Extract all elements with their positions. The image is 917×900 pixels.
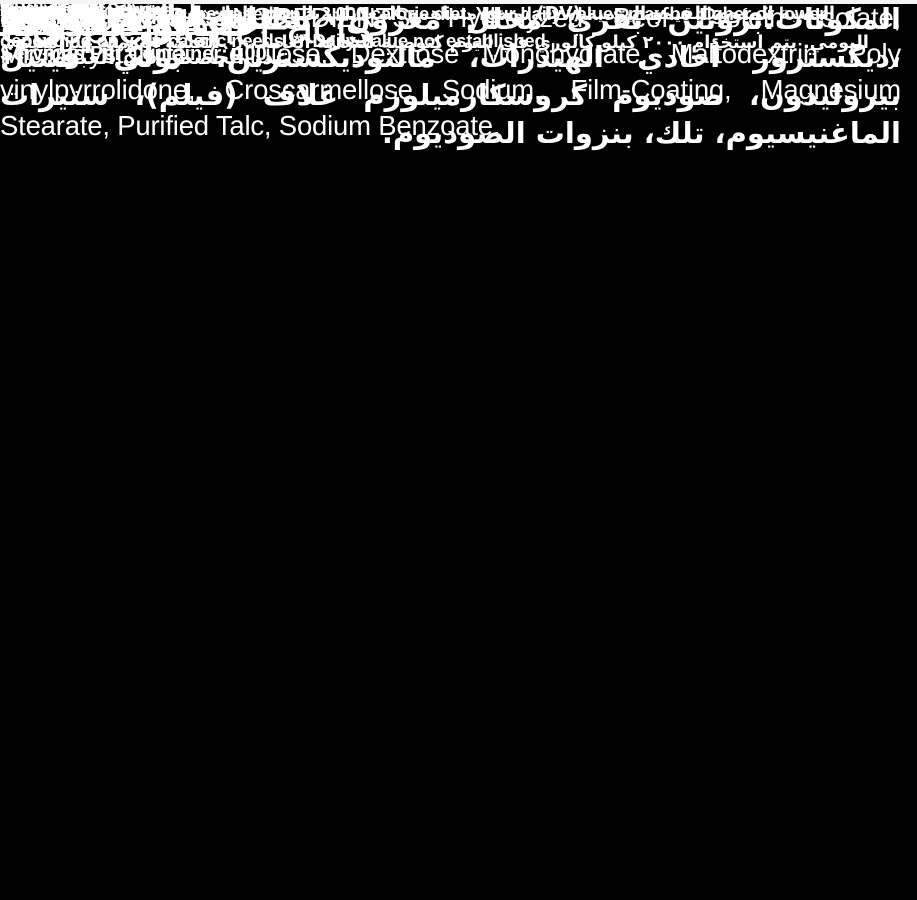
ingredients-paragraph-ar: المكونات:بروتين بقري محلل معزول، سليلوز … bbox=[0, 2, 901, 150]
ingredients-heading: INGREDIENTS: bbox=[0, 2, 195, 33]
table-row-calories: Calories (Kcal) طــاقة (كيلو كالوري) 15 … bbox=[0, 0, 917, 34]
nutrient-name-ar: صوديوم bbox=[0, 0, 77, 24]
nutrient-amount-en: 15mg bbox=[47, 0, 100, 23]
ingredients-paragraph-en: INGREDIENTS: INGREDIENTS: Hydrolyzed Bee… bbox=[0, 0, 901, 144]
servings-per-container-en: Servings Per Container: 100 bbox=[0, 43, 267, 65]
page-title-arabic: حقائق تغذوية bbox=[0, 0, 263, 46]
ingredients-list-en: INGREDIENTS: Hydrolyzed Beef Protein Iso… bbox=[0, 2, 901, 141]
servings-per-container-ar: عدد الحصص في العبوة: ١٠٠ bbox=[0, 45, 289, 69]
column-header-daily-value: %Daily Value* *القيمة اليومية٪ bbox=[0, 0, 105, 33]
nutrient-name-ar: طــاقة (كيلو كالوري) bbox=[0, 0, 207, 24]
nutrient-amount-ar: ١٥ bbox=[0, 3, 20, 22]
serving-size-en: Serving Size: 3 Tablets bbox=[0, 7, 217, 29]
nutrient-name-en: Sodium bbox=[0, 0, 72, 23]
daily-value-header-en: %Daily Value* bbox=[0, 0, 105, 17]
table-row-protein: Protein بروتين 3g ٣ جم 6% bbox=[0, 0, 917, 34]
nutrient-amount-en: 3g bbox=[76, 0, 100, 23]
table-row-sodium: Sodium صوديوم 15mg ١٥مجم 1% bbox=[0, 0, 917, 34]
nutrient-name-en: Protein bbox=[0, 0, 67, 23]
nutrient-daily-value: 6% bbox=[0, 0, 29, 22]
nutrient-name-ar: بروتين bbox=[0, 0, 67, 24]
nutrient-amount-ar: ١٥مجم bbox=[0, 3, 54, 22]
nutrient-amount-en: 15 bbox=[76, 0, 100, 23]
serving-size-ar: حجم الحصة: ٣ أقراص bbox=[65, 7, 289, 31]
daily-value-header-ar: *القيمة اليومية٪ bbox=[9, 18, 105, 33]
nutrient-amount-ar: ٣ جم bbox=[0, 3, 40, 22]
ingredients-separator-line bbox=[0, 0, 917, 4]
daily-value-footnote-en: *Percent Daily Values are based on a 2,0… bbox=[0, 3, 827, 51]
page-title: Supplement Facts bbox=[0, 1, 372, 54]
serving-info-arabic: حجم الحصة: ٣ أقراص عدد الحصص في العبوة: … bbox=[0, 0, 289, 76]
column-header-amount-en: Amount Per Serving bbox=[0, 0, 174, 20]
daily-value-footnote-ar: ٠ النسبة المئوية للقيمة اليومية (DV) توض… bbox=[8, 4, 869, 53]
nutrient-daily-value: 1% bbox=[0, 0, 29, 22]
nutrient-name-en: Calories (Kcal) bbox=[0, 0, 138, 23]
column-header-amount-ar: القيمة لكل حصة bbox=[0, 0, 176, 25]
serving-info-english: Serving Size: 3 Tablets Servings Per Con… bbox=[0, 0, 267, 72]
